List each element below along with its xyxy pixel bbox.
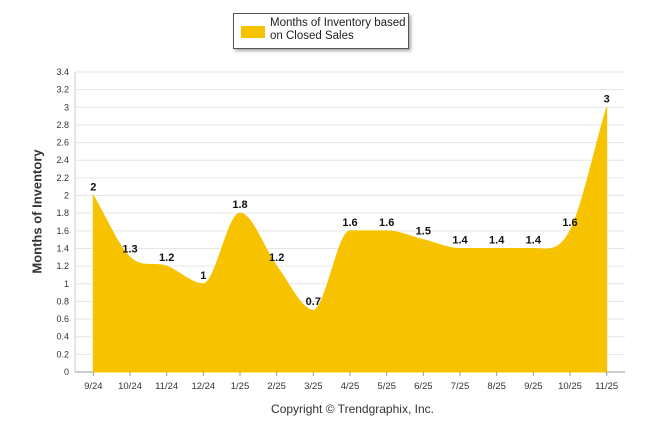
- y-tick-label: 1.2: [56, 261, 69, 271]
- area-series: [92, 107, 608, 373]
- y-tick-label: 0: [64, 367, 69, 377]
- data-label: 3: [604, 93, 610, 105]
- data-label: 1.8: [232, 199, 247, 211]
- data-label: 1.6: [342, 217, 357, 229]
- y-tick-label: 0.2: [56, 349, 69, 359]
- data-label: 1.6: [562, 217, 577, 229]
- y-axis-label: Months of Inventory: [29, 149, 45, 274]
- y-tick-label: 1: [64, 279, 69, 289]
- x-axis-ticks: 9/24 10/24 11/24 12/24 1/25 2/25 3/25 4/25 5/25 6…: [84, 372, 618, 392]
- x-tick-label: 11/24: [155, 381, 178, 392]
- data-label: 1.2: [159, 252, 174, 264]
- data-labels: 2 1.3 1.2 1 1.8 1.2 0.7 1.6 1.6 1.5 1.4 1.4 1.4 1.6 3: [90, 93, 609, 308]
- data-label: 1.4: [526, 234, 542, 246]
- x-tick-label: 10/24: [118, 381, 142, 392]
- y-tick-label: 3.2: [56, 85, 69, 95]
- x-tick-label: 8/25: [487, 381, 506, 392]
- data-label: 1.4: [452, 234, 468, 246]
- data-label: 1.4: [489, 234, 505, 246]
- x-tick-label: 9/24: [84, 381, 103, 392]
- x-tick-label: 1/25: [231, 381, 250, 392]
- data-label: 0.7: [306, 296, 321, 308]
- data-label: 1.6: [379, 217, 394, 229]
- x-tick-label: 9/25: [524, 381, 543, 392]
- x-tick-label: 12/24: [191, 381, 215, 392]
- x-tick-label: 7/25: [451, 381, 470, 392]
- y-tick-label: 0.6: [56, 314, 69, 324]
- y-tick-label: 2: [64, 191, 69, 201]
- data-label: 1.5: [416, 226, 431, 238]
- x-tick-label: 3/25: [304, 381, 323, 392]
- y-tick-label: 0.4: [56, 332, 69, 342]
- y-axis-ticks: 0 0.2 0.4 0.6 0.8 1 1.2 1.4 1.6 1.8 2 2.2 2.4 2.6 2.8 3…: [56, 67, 69, 377]
- y-tick-label: 2.2: [56, 173, 69, 183]
- x-tick-label: 2/25: [267, 381, 286, 392]
- y-tick-label: 2.4: [56, 155, 69, 165]
- y-tick-label: 1.4: [56, 243, 69, 253]
- y-tick-label: 3.4: [56, 67, 69, 77]
- data-label: 1.2: [269, 252, 284, 264]
- x-tick-label: 11/25: [595, 381, 618, 392]
- data-label: 1.3: [122, 243, 137, 255]
- x-tick-label: 5/25: [377, 381, 396, 392]
- data-label: 1: [200, 270, 206, 282]
- legend-label: Months of Inventory based on Closed Sale…: [270, 17, 406, 42]
- y-tick-label: 1.8: [56, 208, 69, 218]
- x-tick-label: 10/25: [558, 381, 582, 392]
- y-tick-label: 3: [64, 102, 69, 112]
- x-tick-label: 6/25: [414, 381, 433, 392]
- y-tick-label: 2.8: [56, 120, 69, 130]
- y-tick-label: 2.6: [56, 138, 69, 148]
- y-tick-label: 0.8: [56, 296, 69, 306]
- legend: Months of Inventory based on Closed Sale…: [233, 13, 409, 49]
- legend-swatch: [241, 26, 265, 38]
- y-tick-label: 1.6: [56, 226, 69, 236]
- data-label: 2: [90, 182, 96, 194]
- copyright-footer: Copyright © Trendgraphix, Inc.: [271, 402, 434, 416]
- area-fill: [92, 107, 608, 373]
- x-tick-label: 4/25: [341, 381, 360, 392]
